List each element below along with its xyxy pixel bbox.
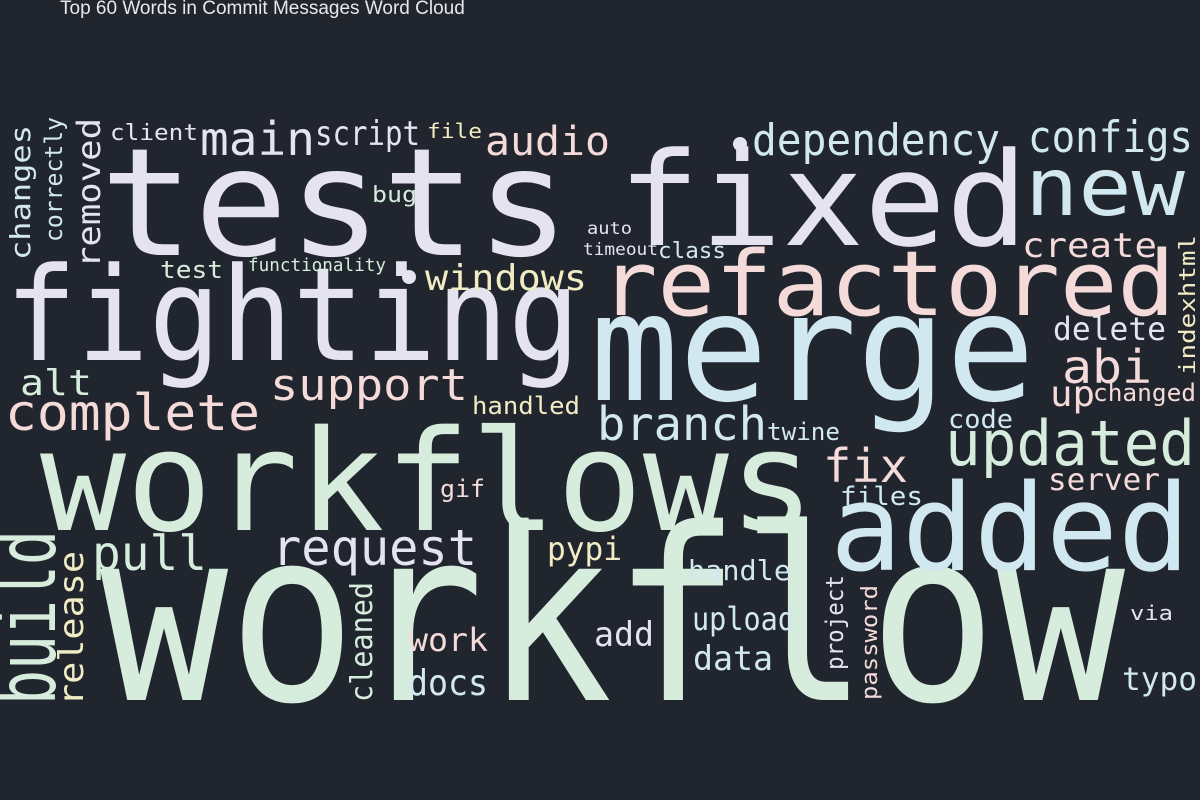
cloud-word-password: password (858, 585, 883, 700)
cloud-word-dependency: dependency (752, 115, 1000, 166)
cloud-word-new: new (1025, 141, 1186, 234)
cloud-word-client: client (110, 121, 198, 146)
cloud-word-files: files (840, 482, 923, 512)
cloud-word-delete: delete (1053, 310, 1166, 348)
cloud-word-data: data (693, 639, 773, 679)
cloud-word-gif: gif (440, 475, 485, 503)
chart-title: Top 60 Words in Commit Messages Word Clo… (60, 0, 465, 19)
cloud-word-removed: removed (70, 118, 108, 268)
cloud-word-abi: abi (1062, 340, 1152, 394)
cloud-word-typo: typo (1122, 660, 1197, 698)
cloud-word-script: script (315, 114, 420, 154)
cloud-word-pull: pull (92, 526, 207, 582)
cloud-word-fixed: fixed (618, 124, 1028, 276)
cloud-word-functionality: functionality (248, 255, 386, 276)
cloud-word-create: create (1022, 226, 1157, 266)
cloud-word-class: class (658, 239, 726, 264)
cloud-word-server: server (1048, 463, 1160, 498)
cloud-word-workflow: workflow (100, 477, 1125, 757)
cloud-word-upload: upload (692, 600, 795, 638)
cloud-word-twine: twine (767, 418, 840, 446)
cloud-word-bug: bug (372, 183, 417, 208)
cloud-word-main: main (200, 112, 315, 166)
cloud-word-refactored: refactored (600, 232, 1175, 337)
cloud-word-workflows: workflows (40, 401, 815, 564)
cloud-word-merge: merge (590, 262, 1035, 436)
cloud-word-alt: alt (20, 363, 92, 404)
cloud-word-indexhtml: indexhtml (1176, 235, 1200, 375)
cloud-word-build: build (0, 530, 75, 705)
cloud-word-updated: updated (945, 407, 1195, 480)
cloud-word-auto: auto (587, 219, 632, 239)
cloud-word-fix: fix (823, 439, 908, 493)
cloud-word-handled: handled (472, 392, 580, 420)
cloud-word-tests: tests (100, 117, 570, 291)
cloud-word-test: test (160, 256, 223, 284)
cloud-word-audio: audio (485, 119, 610, 165)
cloud-word-code: code (948, 405, 1013, 435)
cloud-word-branch: branch (597, 397, 767, 451)
cloud-word-correctly: correctly (40, 117, 68, 242)
cloud-word-file: file (427, 119, 482, 143)
cloud-word-work: work (408, 621, 488, 659)
cloud-word-handle: handle (688, 554, 791, 587)
cloud-word-via: via (1130, 601, 1173, 625)
cloud-word-configs: configs (1028, 112, 1193, 163)
cloud-word-timeout: timeout (583, 240, 658, 260)
cloud-word-docs: docs (408, 663, 488, 704)
cloud-word-windows: windows (425, 258, 587, 299)
cloud-word-release: release (52, 551, 92, 706)
cloud-word-project: project (821, 575, 849, 670)
cloud-word-request: request (272, 519, 477, 577)
cloud-word-up: up (1050, 374, 1095, 415)
cloud-word-pypi: pypi (547, 530, 622, 568)
cloud-dot (402, 270, 416, 284)
cloud-word-add: add (594, 615, 654, 655)
cloud-word-fighting: fighting (5, 239, 580, 391)
cloud-dot (733, 137, 747, 151)
cloud-word-changed: changed (1093, 379, 1196, 407)
cloud-word-changes: changes (4, 125, 37, 260)
cloud-word-added: added (830, 460, 1190, 599)
cloud-word-complete: complete (5, 384, 260, 442)
cloud-word-cleaned: cleaned (345, 582, 380, 702)
cloud-word-support: support (270, 360, 468, 411)
